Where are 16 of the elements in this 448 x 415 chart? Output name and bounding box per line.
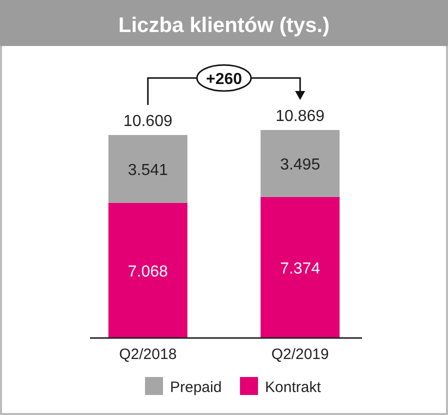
legend-label: Kontrakt [265, 379, 322, 396]
chart-title: Liczba klientów (tys.) [118, 14, 330, 37]
bar [108, 202, 188, 338]
legend-label: Prepaid [170, 379, 222, 396]
bar [260, 130, 340, 197]
data-label: 3.541 [128, 162, 168, 179]
data-label: 7.374 [280, 260, 320, 278]
x-tick-label: Q2/2019 [271, 346, 329, 363]
text: +260 [206, 71, 242, 88]
total-label: 10.609 [123, 112, 172, 130]
total-label: 10.869 [276, 108, 325, 125]
bar [108, 134, 188, 203]
x-tick-label: Q2/2018 [119, 346, 177, 363]
data-label: 3.495 [280, 156, 320, 174]
data-label: 7.068 [128, 263, 168, 280]
bar [260, 196, 340, 338]
